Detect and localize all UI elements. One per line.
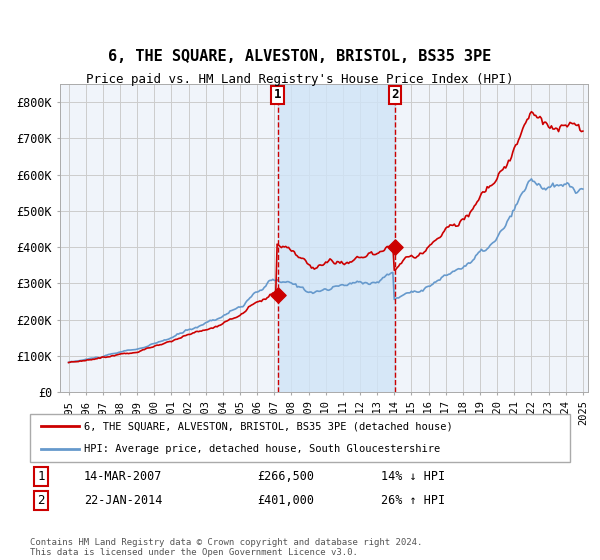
Text: 2: 2 — [37, 494, 44, 507]
Point — [273, 291, 283, 300]
Point — [391, 242, 400, 251]
Text: 1: 1 — [274, 88, 281, 101]
Text: 14-MAR-2007: 14-MAR-2007 — [84, 470, 163, 483]
Text: Contains HM Land Registry data © Crown copyright and database right 2024.
This d: Contains HM Land Registry data © Crown c… — [30, 538, 422, 557]
Bar — [278, 84, 395, 392]
Text: 1: 1 — [37, 470, 44, 483]
Text: £401,000: £401,000 — [257, 494, 314, 507]
Text: 14% ↓ HPI: 14% ↓ HPI — [381, 470, 445, 483]
Text: 22-JAN-2014: 22-JAN-2014 — [84, 494, 163, 507]
Text: 2: 2 — [391, 88, 399, 101]
Text: £266,500: £266,500 — [257, 470, 314, 483]
Text: HPI: Average price, detached house, South Gloucestershire: HPI: Average price, detached house, Sout… — [84, 444, 440, 454]
Text: 26% ↑ HPI: 26% ↑ HPI — [381, 494, 445, 507]
FancyBboxPatch shape — [30, 414, 570, 462]
Text: 6, THE SQUARE, ALVESTON, BRISTOL, BS35 3PE: 6, THE SQUARE, ALVESTON, BRISTOL, BS35 3… — [109, 49, 491, 64]
Text: 6, THE SQUARE, ALVESTON, BRISTOL, BS35 3PE (detached house): 6, THE SQUARE, ALVESTON, BRISTOL, BS35 3… — [84, 421, 453, 431]
Text: Price paid vs. HM Land Registry's House Price Index (HPI): Price paid vs. HM Land Registry's House … — [86, 73, 514, 86]
